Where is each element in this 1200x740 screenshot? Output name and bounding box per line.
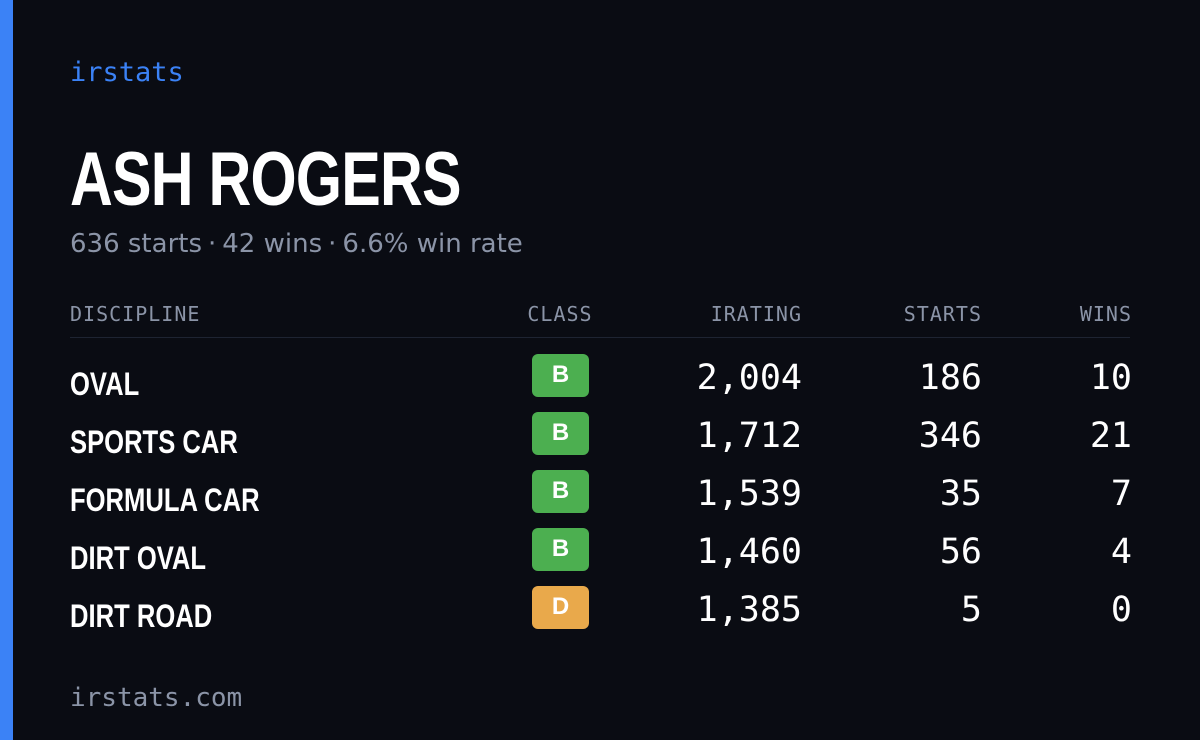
- license-class-badge: B: [532, 354, 589, 397]
- table-row: FORMULA CAR B 1,539 35 7: [0, 466, 1200, 524]
- irating-value: 2,004: [696, 358, 802, 398]
- column-header-class: CLASS: [527, 302, 593, 326]
- license-class-badge: B: [532, 470, 589, 513]
- accent-bar: [0, 0, 13, 740]
- starts-value: 35: [939, 474, 982, 514]
- discipline-name: SPORTS CAR: [70, 424, 238, 460]
- license-class-badge: B: [532, 528, 589, 571]
- discipline-table: OVAL B 2,004 186 10 SPORTS CAR B 1,712 3…: [0, 350, 1200, 640]
- discipline-name: DIRT ROAD: [70, 598, 213, 634]
- irating-value: 1,460: [696, 532, 802, 572]
- column-header-starts: STARTS: [903, 302, 982, 326]
- column-header-irating: IRATING: [710, 302, 802, 326]
- table-row: SPORTS CAR B 1,712 346 21: [0, 408, 1200, 466]
- license-class-badge: D: [532, 586, 589, 629]
- starts-value: 186: [918, 358, 982, 398]
- column-header-discipline: DISCIPLINE: [70, 302, 201, 326]
- wins-value: 21: [1089, 416, 1132, 456]
- driver-name: ASH ROGERS: [70, 137, 462, 222]
- irating-value: 1,712: [696, 416, 802, 456]
- summary-wins: 42 wins: [222, 229, 323, 259]
- irating-value: 1,385: [696, 590, 802, 630]
- brand-logo-text[interactable]: irstats: [70, 57, 184, 88]
- wins-value: 10: [1089, 358, 1132, 398]
- wins-value: 7: [1110, 474, 1132, 514]
- table-row: DIRT OVAL B 1,460 56 4: [0, 524, 1200, 582]
- summary-starts: 636 starts: [70, 229, 202, 259]
- discipline-name: OVAL: [70, 366, 140, 402]
- starts-value: 5: [960, 590, 982, 630]
- column-header-wins: WINS: [1079, 302, 1132, 326]
- summary-separator: ·: [328, 229, 337, 259]
- wins-value: 4: [1110, 532, 1132, 572]
- summary-win-rate: 6.6% win rate: [342, 229, 523, 259]
- starts-value: 56: [939, 532, 982, 572]
- wins-value: 0: [1110, 590, 1132, 630]
- footer-url[interactable]: irstats.com: [70, 683, 243, 713]
- header-divider: [70, 337, 1130, 338]
- driver-summary: 636 starts · 42 wins · 6.6% win rate: [70, 226, 523, 262]
- table-row: DIRT ROAD D 1,385 5 0: [0, 582, 1200, 640]
- summary-separator: ·: [208, 229, 217, 259]
- discipline-name: DIRT OVAL: [70, 540, 207, 576]
- table-row: OVAL B 2,004 186 10: [0, 350, 1200, 408]
- starts-value: 346: [918, 416, 982, 456]
- discipline-name: FORMULA CAR: [70, 482, 260, 518]
- license-class-badge: B: [532, 412, 589, 455]
- irating-value: 1,539: [696, 474, 802, 514]
